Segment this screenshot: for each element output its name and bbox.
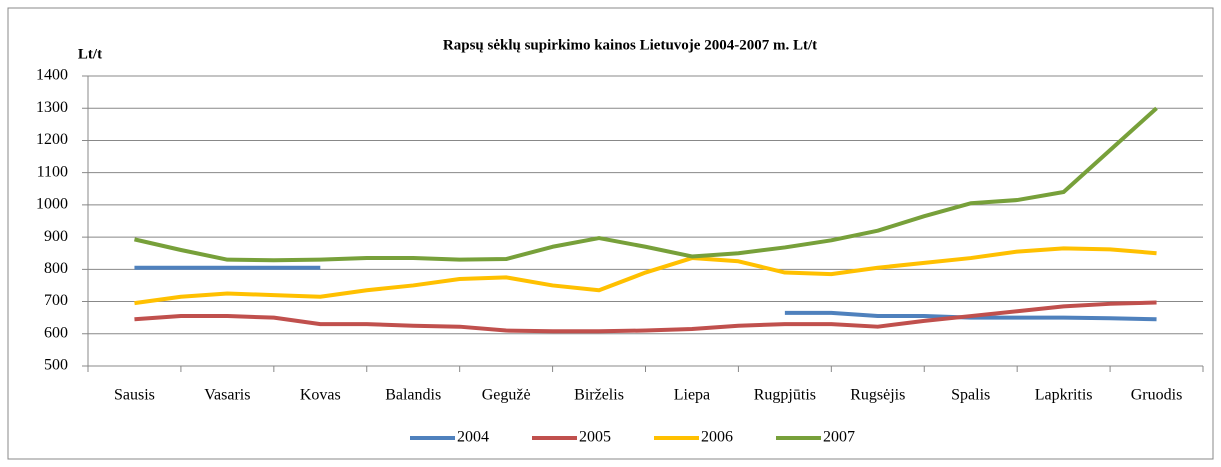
y-tick-label: 500	[44, 357, 68, 374]
x-tick-label: Spalis	[951, 387, 990, 404]
series-line	[134, 106, 1158, 263]
x-tick-label: Vasaris	[204, 387, 250, 404]
x-tick-label: Rugsėjis	[850, 387, 905, 404]
x-tick-label: Sausis	[114, 387, 155, 404]
frame	[7, 7, 1214, 460]
legend-label: 2005	[579, 429, 611, 446]
y-tick-label: 600	[44, 324, 68, 341]
series-line	[134, 300, 1157, 334]
y-tick-label: 1000	[36, 196, 68, 213]
x-tick-label: Kovas	[300, 387, 341, 404]
x-tick-label: Gruodis	[1131, 387, 1183, 404]
y-tick-label: 1400	[36, 67, 68, 84]
x-tick-label: Balandis	[385, 387, 441, 404]
x-tick-label: Lapkritis	[1035, 387, 1093, 404]
x-tick-label: Liepa	[674, 387, 710, 404]
y-tick-label: 700	[44, 292, 68, 309]
y-tick-label: 1200	[36, 131, 68, 148]
series-line	[134, 246, 1157, 306]
x-tick-label: Birželis	[574, 387, 624, 404]
y-axis-label: Lt/t	[78, 46, 102, 62]
legend-label: 2007	[823, 429, 855, 446]
y-tick-label: 1300	[36, 99, 68, 116]
y-tick-label: 1100	[37, 163, 68, 180]
chart-title: Rapsų sėklų supirkimo kainos Lietuvoje 2…	[443, 37, 817, 53]
y-tick-label: 900	[44, 228, 68, 245]
x-tick-label: Rugpjūtis	[754, 387, 816, 404]
y-tick-label: 800	[44, 260, 68, 277]
legend-label: 2004	[457, 429, 489, 446]
x-tick-label: Gegužė	[482, 387, 531, 404]
legend-label: 2006	[701, 429, 733, 446]
